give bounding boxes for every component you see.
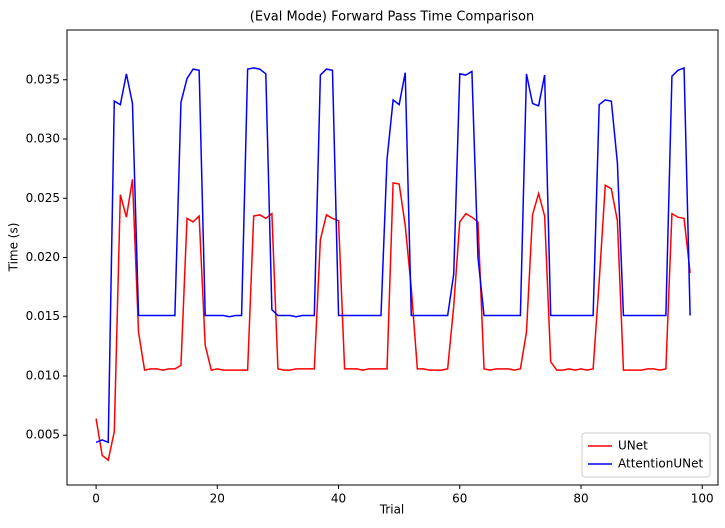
x-tick-label: 40 xyxy=(331,492,346,506)
y-tick-label: 0.020 xyxy=(26,250,60,264)
legend-label: UNet xyxy=(618,439,648,453)
chart-title: (Eval Mode) Forward Pass Time Comparison xyxy=(250,10,534,25)
x-axis-label: Trial xyxy=(379,503,405,517)
y-axis-label: Time (s) xyxy=(7,223,21,273)
x-tick-label: 60 xyxy=(452,492,467,506)
series-line xyxy=(95,66,691,444)
legend-label: AttentionUNet xyxy=(618,457,704,471)
y-tick-label: 0.035 xyxy=(26,72,60,86)
plot-frame xyxy=(66,29,719,486)
x-tick-label: 20 xyxy=(210,492,225,506)
y-tick-label: 0.025 xyxy=(26,191,60,205)
y-tick-label: 0.030 xyxy=(26,132,60,146)
x-tick-label: 100 xyxy=(691,492,714,506)
y-tick-label: 0.005 xyxy=(26,428,60,442)
x-tick-label: 80 xyxy=(573,492,588,506)
y-tick-label: 0.015 xyxy=(26,309,60,323)
y-tick-label: 0.010 xyxy=(26,368,60,382)
legend-box xyxy=(581,432,711,478)
series-line xyxy=(95,179,691,462)
x-tick-label: 0 xyxy=(92,492,100,506)
